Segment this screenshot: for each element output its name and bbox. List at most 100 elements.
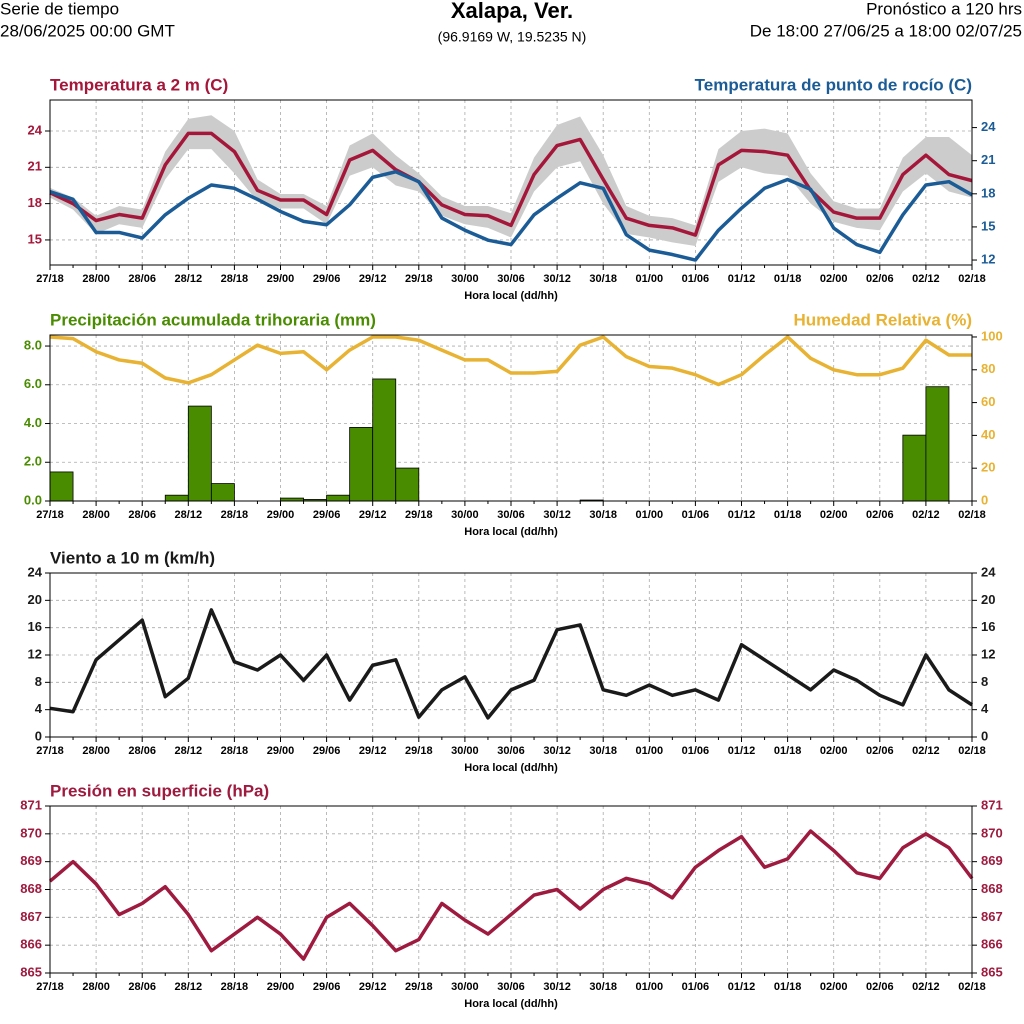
- header-title: Xalapa, Ver.: [451, 0, 573, 23]
- x-tick-label: 28/12: [175, 273, 203, 285]
- y-tick-label: 869: [20, 853, 42, 868]
- x-tick-label: 02/18: [958, 745, 986, 757]
- x-tick-label: 02/12: [912, 745, 940, 757]
- x-tick-label: 27/18: [36, 981, 64, 993]
- x-tick-label: 01/12: [728, 981, 756, 993]
- y2-tick-label: 60: [981, 394, 995, 409]
- x-tick-label: 02/06: [866, 273, 894, 285]
- x-axis-label: Hora local (dd/hh): [464, 998, 558, 1010]
- x-tick-label: 02/06: [866, 745, 894, 757]
- x-tick-label: 01/18: [774, 981, 802, 993]
- x-tick-label: 30/00: [451, 273, 479, 285]
- x-tick-label: 29/00: [267, 745, 295, 757]
- y2-tick-label: 20: [981, 460, 995, 475]
- y2-tick-label: 24: [981, 119, 996, 134]
- y2-tick-label: 12: [981, 251, 995, 266]
- x-tick-label: 28/00: [82, 273, 110, 285]
- header-right-2: De 18:00 27/06/25 a 18:00 02/07/25: [750, 21, 1022, 40]
- y2-tick-label: 0: [981, 728, 988, 743]
- x-tick-label: 30/18: [589, 509, 617, 521]
- x-tick-label: 30/00: [451, 981, 479, 993]
- y-tick-label: 871: [20, 797, 42, 812]
- y-tick-label: 6.0: [24, 376, 42, 391]
- bar: [49, 471, 74, 502]
- x-tick-label: 27/18: [36, 509, 64, 521]
- y-tick-label: 21: [28, 159, 42, 174]
- bar: [902, 434, 927, 502]
- x-tick-label: 02/00: [820, 509, 848, 521]
- y2-tick-label: 18: [981, 185, 995, 200]
- bar: [395, 467, 420, 502]
- x-tick-label: 02/06: [866, 981, 894, 993]
- x-tick-label: 02/18: [958, 509, 986, 521]
- series-title-right: Humedad Relativa (%): [793, 310, 972, 329]
- y-tick-label: 24: [28, 564, 43, 579]
- x-tick-label: 28/18: [221, 509, 249, 521]
- line: [48, 829, 974, 961]
- y2-tick-label: 20: [981, 592, 995, 607]
- x-tick-label: 29/18: [405, 509, 433, 521]
- series-title-right: Temperatura de punto de rocío (C): [695, 75, 972, 94]
- x-tick-label: 28/00: [82, 509, 110, 521]
- series-title-left: Temperatura a 2 m (C): [50, 75, 228, 94]
- x-tick-label: 30/00: [451, 509, 479, 521]
- x-tick-label: 28/12: [175, 509, 203, 521]
- x-tick-label: 29/00: [267, 273, 295, 285]
- header-left-2: 28/06/2025 00:00 GMT: [0, 21, 175, 40]
- x-axis-label: Hora local (dd/hh): [464, 526, 558, 538]
- x-tick-label: 29/06: [313, 981, 341, 993]
- y-tick-label: 8: [35, 674, 42, 689]
- x-tick-label: 28/18: [221, 981, 249, 993]
- header-subtitle: (96.9169 W, 19.5235 N): [438, 29, 587, 45]
- x-tick-label: 02/12: [912, 981, 940, 993]
- x-tick-label: 27/18: [36, 745, 64, 757]
- y2-tick-label: 80: [981, 361, 995, 376]
- x-tick-label: 28/12: [175, 981, 203, 993]
- x-tick-label: 02/00: [820, 273, 848, 285]
- x-tick-label: 30/12: [543, 745, 571, 757]
- x-tick-label: 28/18: [221, 273, 249, 285]
- y2-tick-label: 100: [981, 328, 1003, 343]
- x-tick-label: 02/00: [820, 745, 848, 757]
- x-tick-label: 28/00: [82, 745, 110, 757]
- x-tick-label: 27/18: [36, 273, 64, 285]
- x-tick-label: 01/18: [774, 745, 802, 757]
- x-tick-label: 28/12: [175, 745, 203, 757]
- x-tick-label: 30/12: [543, 981, 571, 993]
- x-tick-label: 28/06: [128, 273, 156, 285]
- line: [49, 335, 972, 387]
- x-tick-label: 01/00: [636, 745, 664, 757]
- x-tick-label: 01/12: [728, 273, 756, 285]
- y2-tick-label: 24: [981, 564, 996, 579]
- x-tick-label: 30/12: [543, 273, 571, 285]
- x-tick-label: 29/06: [313, 509, 341, 521]
- y2-tick-label: 4: [981, 701, 989, 716]
- y-tick-label: 868: [20, 881, 42, 896]
- y-tick-label: 866: [20, 937, 42, 952]
- y-tick-label: 867: [20, 909, 42, 924]
- y-tick-label: 20: [28, 592, 42, 607]
- y2-tick-label: 869: [981, 853, 1003, 868]
- series-title-left: Presión en superficie (hPa): [50, 781, 269, 800]
- x-tick-label: 29/12: [359, 509, 387, 521]
- x-tick-label: 01/00: [636, 509, 664, 521]
- y2-tick-label: 40: [981, 427, 995, 442]
- y2-tick-label: 21: [981, 152, 995, 167]
- y-tick-label: 8.0: [24, 337, 42, 352]
- y-tick-label: 0.0: [24, 492, 42, 507]
- y2-tick-label: 870: [981, 825, 1003, 840]
- x-tick-label: 29/06: [313, 273, 341, 285]
- x-tick-label: 30/18: [589, 745, 617, 757]
- x-tick-label: 30/18: [589, 273, 617, 285]
- x-tick-label: 02/06: [866, 509, 894, 521]
- line: [49, 169, 973, 262]
- y2-tick-label: 12: [981, 646, 995, 661]
- y-tick-label: 870: [20, 825, 42, 840]
- series-title-left: Precipitación acumulada trihoraria (mm): [50, 310, 376, 329]
- x-axis-label: Hora local (dd/hh): [464, 762, 558, 774]
- x-tick-label: 29/18: [405, 273, 433, 285]
- x-tick-label: 29/00: [267, 981, 295, 993]
- x-tick-label: 28/06: [128, 745, 156, 757]
- x-axis-label: Hora local (dd/hh): [464, 290, 558, 302]
